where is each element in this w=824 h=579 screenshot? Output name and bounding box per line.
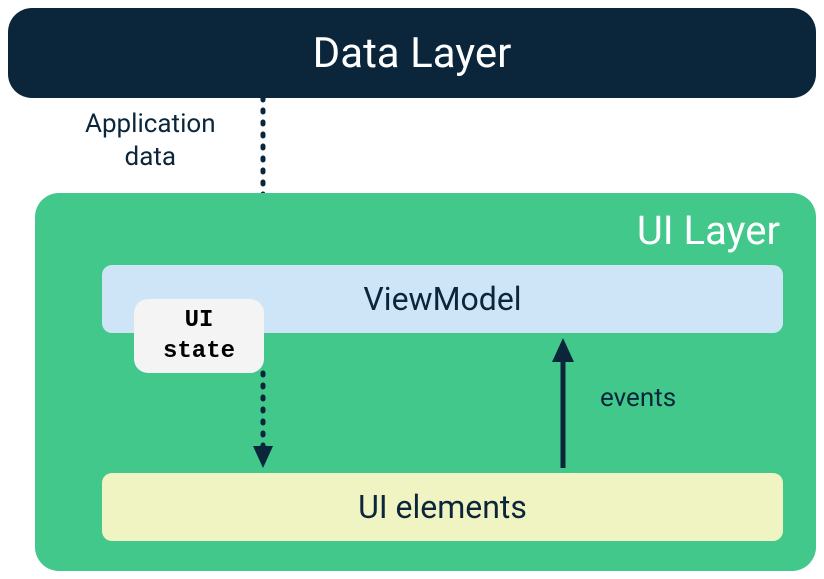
ui-layer-box: UI Layer ViewModel UI state events UI el… xyxy=(35,193,816,571)
ui-state-box: UI state xyxy=(134,299,264,373)
data-layer-label: Data Layer xyxy=(313,29,512,78)
viewmodel-label: ViewModel xyxy=(363,280,521,318)
ui-elements-box: UI elements xyxy=(102,473,783,541)
ui-state-label: UI state xyxy=(163,305,235,367)
application-data-label: Application data xyxy=(85,108,216,173)
arrow-events xyxy=(551,338,575,468)
ui-elements-label: UI elements xyxy=(358,488,527,526)
arrow-ui-state xyxy=(253,373,273,468)
data-layer-box: Data Layer xyxy=(8,8,816,98)
events-label: events xyxy=(600,383,676,413)
ui-layer-label: UI Layer xyxy=(637,207,780,254)
